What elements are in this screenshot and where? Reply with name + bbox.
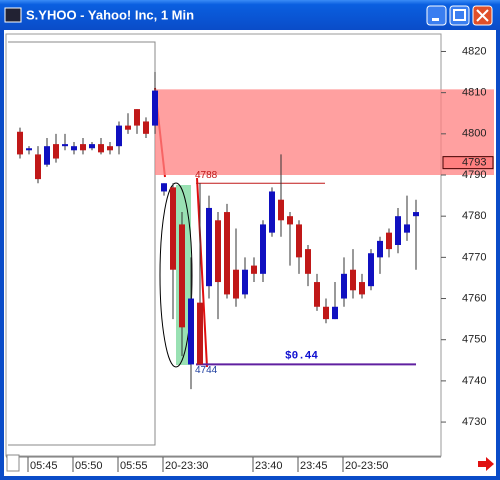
x-tick-label: 05:55 [120, 460, 148, 472]
x-tick-label: 05:45 [30, 460, 58, 472]
candle-body [125, 125, 131, 130]
y-tick-label: 4740 [462, 375, 486, 387]
candle-body [71, 146, 77, 151]
candle-body [233, 269, 239, 299]
close-button[interactable] [472, 5, 493, 26]
y-tick-label: 4790 [462, 169, 486, 181]
scroll-box[interactable] [6, 454, 20, 472]
candle-body [305, 249, 311, 274]
candle-body [188, 298, 194, 365]
candle-body [296, 224, 302, 258]
annotation-ellipse [159, 182, 193, 368]
price-marker-label: 4793 [462, 157, 486, 169]
candle-body [314, 282, 320, 307]
candle-body [134, 109, 140, 126]
candle-body [377, 240, 383, 258]
maximize-button[interactable] [449, 5, 470, 26]
candle-body [386, 232, 392, 250]
session-box [8, 41, 156, 446]
candle-body [26, 148, 32, 151]
candle-body [368, 253, 374, 287]
candle-body [161, 183, 167, 192]
y-tick-label: 4750 [462, 334, 486, 346]
candle-body [251, 265, 257, 274]
title-bar [0, 0, 500, 30]
y-tick-label: 4730 [462, 416, 486, 428]
candle-body [143, 121, 149, 134]
candle-body [404, 224, 410, 233]
y-tick-label: 4780 [462, 210, 486, 222]
y-tick-label: 4800 [462, 128, 486, 140]
candle-body [242, 269, 248, 295]
candle-body [278, 199, 284, 221]
candle-body [53, 144, 59, 159]
candle-body [170, 187, 176, 270]
candle-body [395, 216, 401, 245]
x-tick-label: 05:50 [75, 460, 103, 472]
candle-body [323, 306, 329, 320]
candle-body [206, 207, 212, 287]
candle-body [260, 224, 266, 274]
candle-body [35, 154, 41, 180]
candle-body [116, 125, 122, 147]
candle-body [359, 282, 365, 295]
candle-body [152, 90, 158, 126]
candle-body [44, 146, 50, 165]
candle-body [197, 302, 203, 365]
x-tick-label: 23:45 [300, 460, 328, 472]
candle-body [224, 212, 230, 295]
candle-body [89, 144, 95, 149]
level-annotation: $0.44 [285, 350, 318, 362]
minimize-button[interactable] [426, 5, 447, 26]
candle-body [287, 216, 293, 225]
y-tick-label: 4770 [462, 251, 486, 263]
window-title: S.YHOO - Yahoo! Inc, 1 Min [26, 7, 194, 22]
level-label: 4744 [195, 365, 218, 376]
supply-zone [155, 89, 494, 175]
candle-body [332, 306, 338, 320]
candle-body [179, 224, 185, 328]
price-marker-box [442, 156, 494, 170]
level-label: 4788 [195, 170, 218, 181]
candle-body [269, 191, 275, 233]
y-tick-label: 4810 [462, 87, 486, 99]
candle-body [80, 144, 86, 151]
x-tick-label: 20-23:30 [165, 460, 208, 472]
candle-body [62, 144, 68, 147]
x-tick-label: 23:40 [255, 460, 283, 472]
candle-body [98, 144, 104, 153]
scroll-right-arrow[interactable] [478, 457, 494, 471]
y-tick-label: 4820 [462, 45, 486, 57]
candle-body [413, 212, 419, 217]
window-icon [4, 7, 22, 23]
candle-body [350, 269, 356, 291]
candle-body [341, 273, 347, 299]
x-tick-label: 20-23:50 [345, 460, 388, 472]
candle-body [17, 131, 23, 155]
y-tick-label: 4760 [462, 292, 486, 304]
candle-body [215, 220, 221, 283]
candle-body [107, 146, 113, 151]
